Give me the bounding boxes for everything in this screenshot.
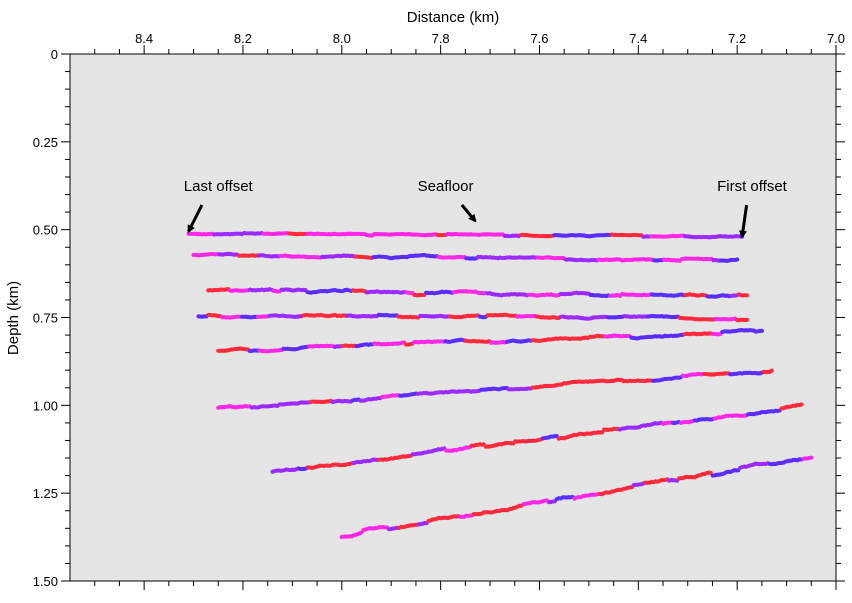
data-point: [799, 402, 804, 407]
annotation-3: First offset: [717, 178, 788, 239]
series-layer: [186, 230, 814, 540]
annotation-layer: Last offset Seafloor First offset: [184, 178, 788, 239]
x-tick-label: 8.0: [333, 31, 351, 46]
annotation-arrow: [460, 204, 477, 223]
axis-layer: 8.4 8.2 8.0 7.8 7.6 7.4 7.2 7.0 0 0.25 0.50 0.75 1.0…: [33, 31, 845, 590]
y-tick-label: 1.50: [33, 574, 58, 589]
y-tick-label: 1.00: [33, 398, 58, 413]
data-point: [809, 455, 814, 460]
x-tick-label: 8.4: [135, 31, 153, 46]
data-point: [769, 368, 774, 373]
annotation-1: Last offset: [184, 178, 254, 234]
x-tick-label: 8.2: [234, 31, 252, 46]
x-axis-label: Distance (km): [407, 9, 500, 26]
y-tick-label: 0: [51, 47, 58, 62]
annotation-arrow: [187, 204, 204, 234]
data-point: [744, 317, 750, 322]
annotation-arrow: [738, 204, 749, 239]
annotation-text: First offset: [717, 178, 788, 195]
x-tick-label: 7.6: [530, 31, 548, 46]
series-6: [216, 368, 774, 410]
y-tick-label: 0.25: [33, 135, 58, 150]
data-point: [735, 257, 740, 262]
series-2: [191, 251, 740, 264]
y-tick-label: 0.50: [33, 223, 58, 238]
x-tick-label: 7.8: [432, 31, 450, 46]
x-tick-label: 7.0: [827, 31, 845, 46]
data-point: [744, 293, 750, 298]
data-point: [759, 328, 764, 333]
y-tick-label: 0.75: [33, 311, 58, 326]
y-tick-label: 1.25: [33, 486, 58, 501]
series-5: [216, 328, 764, 354]
series-1: [186, 230, 745, 240]
series-4: [196, 312, 750, 323]
annotation-2: Seafloor: [418, 178, 477, 223]
series-8: [339, 455, 814, 540]
x-tick-label: 7.2: [728, 31, 746, 46]
y-axis-label: Depth (km): [5, 281, 22, 355]
series-3: [206, 287, 750, 299]
annotation-text: Seafloor: [418, 178, 474, 195]
x-tick-label: 7.4: [629, 31, 647, 46]
series-7: [270, 402, 804, 474]
annotation-text: Last offset: [184, 178, 254, 195]
